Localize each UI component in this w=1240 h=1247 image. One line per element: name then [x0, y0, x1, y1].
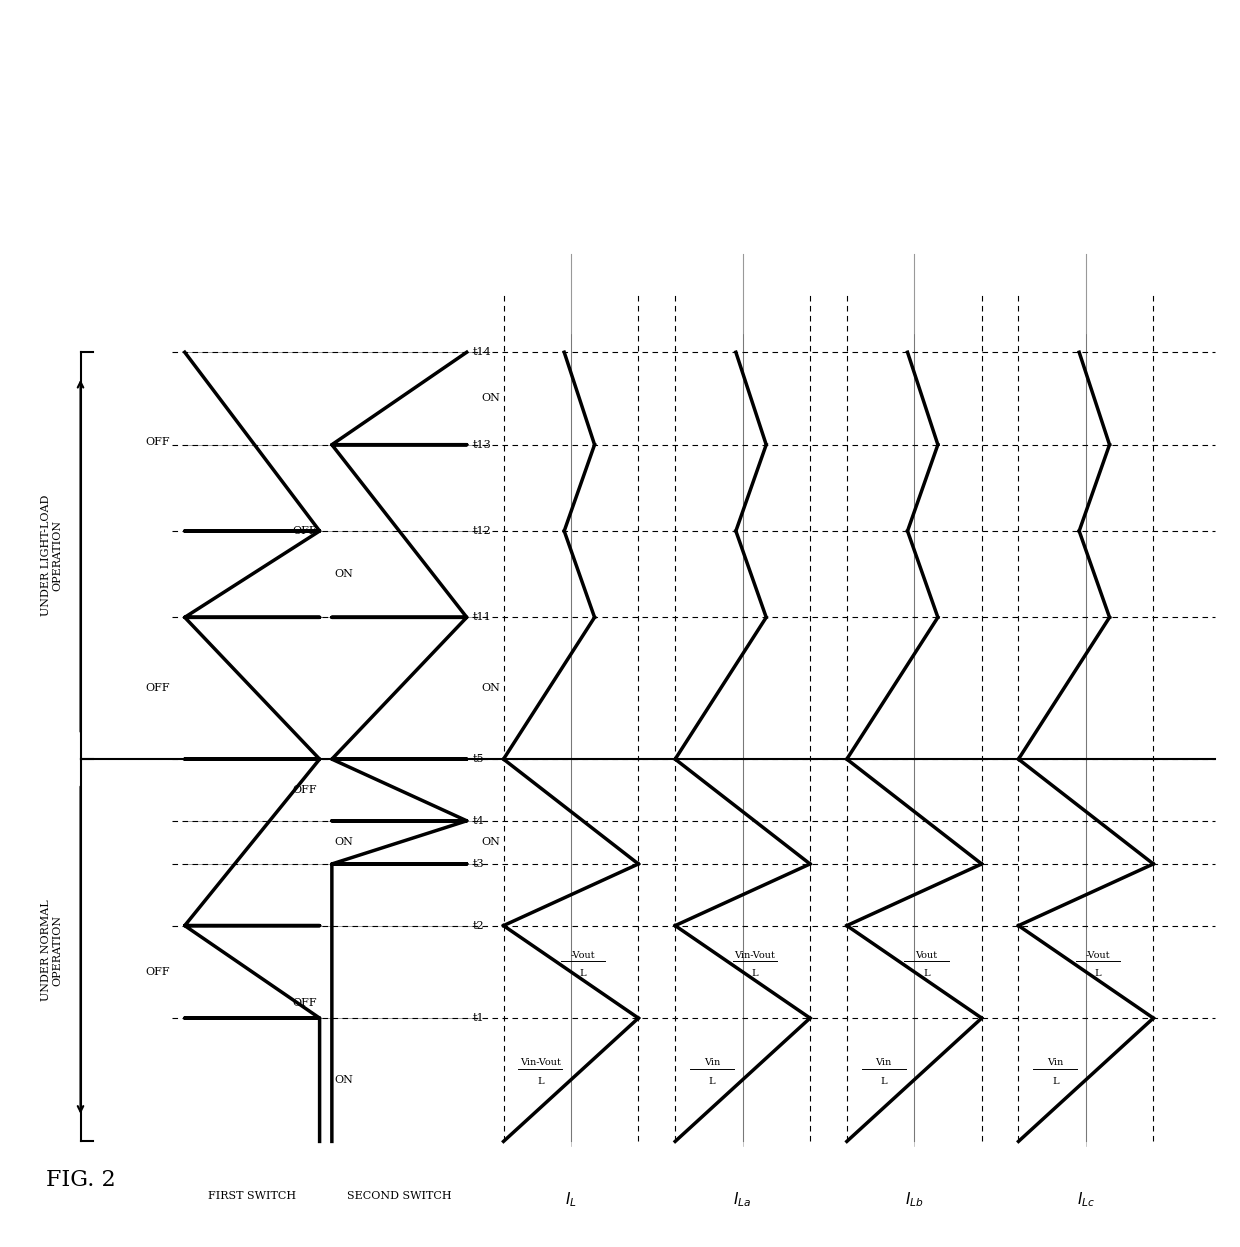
Text: L: L: [1095, 969, 1101, 979]
Text: ON: ON: [335, 569, 353, 579]
Text: t11: t11: [472, 612, 491, 622]
Text: $I_{Lc}$: $I_{Lc}$: [1076, 1191, 1095, 1210]
Text: t4: t4: [472, 816, 485, 826]
Text: ON: ON: [481, 838, 500, 848]
Text: Vin: Vin: [875, 1059, 892, 1067]
Text: Vin-Vout: Vin-Vout: [520, 1059, 560, 1067]
Text: OFF: OFF: [145, 436, 170, 446]
Text: Vout: Vout: [915, 950, 937, 959]
Text: t13: t13: [472, 440, 491, 450]
Text: L: L: [580, 969, 587, 979]
Text: OFF: OFF: [293, 526, 317, 536]
Text: L: L: [708, 1077, 715, 1086]
Text: t1: t1: [472, 1013, 485, 1023]
Text: ON: ON: [335, 838, 353, 848]
Text: L: L: [924, 969, 930, 979]
Text: t14: t14: [472, 347, 491, 357]
Text: UNDER LIGHT-LOAD
OPERATION: UNDER LIGHT-LOAD OPERATION: [41, 495, 62, 616]
Text: Vin: Vin: [1047, 1059, 1064, 1067]
Text: t2: t2: [472, 920, 485, 930]
Text: L: L: [1052, 1077, 1059, 1086]
Text: -Vout: -Vout: [1086, 950, 1111, 959]
Text: ON: ON: [481, 394, 500, 404]
Text: $I_{Lb}$: $I_{Lb}$: [905, 1191, 924, 1210]
Text: OFF: OFF: [145, 683, 170, 693]
Text: L: L: [537, 1077, 543, 1086]
Text: t12: t12: [472, 526, 491, 536]
Text: t5: t5: [472, 754, 485, 764]
Text: OFF: OFF: [145, 966, 170, 976]
Text: -Vout: -Vout: [570, 950, 595, 959]
Text: $I_{La}$: $I_{La}$: [734, 1191, 751, 1210]
Text: L: L: [751, 969, 758, 979]
Text: t3: t3: [472, 859, 485, 869]
Text: L: L: [880, 1077, 887, 1086]
Text: ON: ON: [335, 1075, 353, 1085]
Text: Vin: Vin: [704, 1059, 720, 1067]
Text: FIRST SWITCH: FIRST SWITCH: [208, 1191, 296, 1201]
Text: SECOND SWITCH: SECOND SWITCH: [347, 1191, 451, 1201]
Text: Vin-Vout: Vin-Vout: [734, 950, 775, 959]
Text: UNDER NORMAL
OPERATION: UNDER NORMAL OPERATION: [41, 899, 62, 1001]
Text: FIG. 2: FIG. 2: [46, 1168, 115, 1191]
Text: $I_L$: $I_L$: [565, 1191, 577, 1210]
Text: OFF: OFF: [293, 998, 317, 1008]
Text: ON: ON: [481, 683, 500, 693]
Text: OFF: OFF: [293, 784, 317, 796]
